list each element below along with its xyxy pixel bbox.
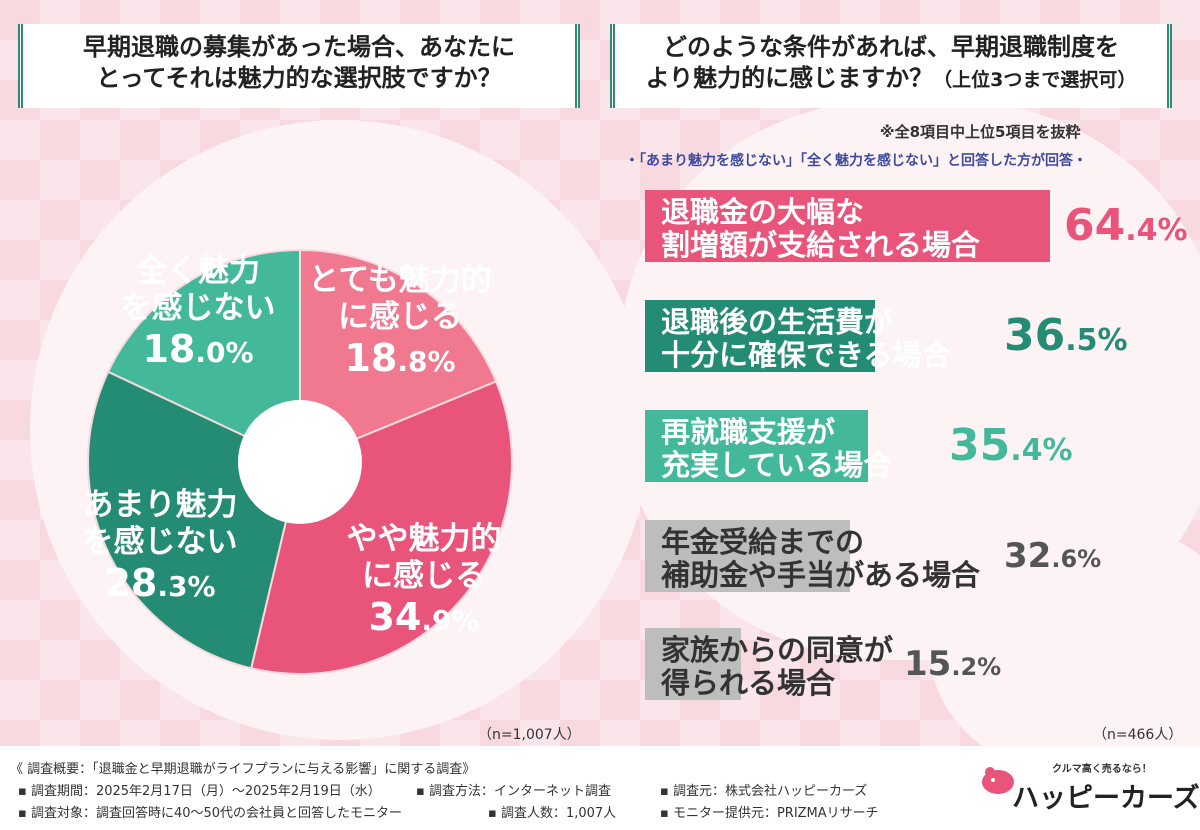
pie-label-name2-2: を感じない xyxy=(82,524,238,561)
logo-name: ハッピーカーズ xyxy=(1012,783,1200,814)
pie-label-value-1: 34.9% xyxy=(368,595,480,640)
pie-chart xyxy=(87,248,513,675)
pie-slice-3 xyxy=(106,248,301,464)
bar-label-1: 退職後の生活費が 十分に確保できる場合 xyxy=(661,305,951,373)
bar-4 xyxy=(645,628,741,700)
pie-label-value-0: 18.8% xyxy=(344,336,456,381)
pie-label-1: やや魅力的 に感じる 34.9% xyxy=(324,521,524,641)
logo-tagline: クルマ高く売るなら！ xyxy=(1052,764,1152,775)
bar-label-line1-2: 再就職支援が xyxy=(661,415,836,449)
footer-target: ▪ 調査対象：調査回答時に40～50代の会社員と回答したモニター xyxy=(18,806,403,821)
bar-label-line2-2: 充実している場合 xyxy=(661,448,893,483)
footer-count: ▪ 調査人数：1,007人 xyxy=(488,806,617,821)
bar-value-1: 36.5% xyxy=(1004,310,1128,361)
footer-method: ▪ 調査方法：インターネット調査 xyxy=(416,784,611,799)
bar-value-0: 64.4% xyxy=(1064,200,1188,251)
footer-provider: ▪ モニター提供元：PRIZMAリサーチ xyxy=(660,806,879,821)
footer-title: 《 調査概要：「退職金と早期退職がライフプランに与える影響」に関する調査》 xyxy=(10,762,476,777)
pie-label-name2-3: を感じない xyxy=(120,290,276,327)
right-question-line2: より魅力的に感じますか？ xyxy=(645,64,934,93)
bar-2 xyxy=(645,410,868,482)
pie-label-name1-0: とても魅力的 xyxy=(308,262,492,298)
pig-logo-icon xyxy=(982,767,1014,794)
pie-label-name2-1: に感じる xyxy=(362,558,486,595)
right-sample-size: （n=466人） xyxy=(1093,727,1183,743)
pie-label-name1-3: 全く魅力 xyxy=(136,253,260,289)
pie-label-name1-2: あまり魅力 xyxy=(82,487,238,523)
footer-period: ▪ 調査期間：2025年2月17日（月）～2025年2月19日（水） xyxy=(18,784,381,799)
pie-slice-0 xyxy=(299,248,498,464)
right-question-line1: どのような条件があれば、早期退職制度を xyxy=(663,33,1119,61)
bar-label-4: 家族からの同意が 得られる場合 xyxy=(661,633,894,701)
bar-value-3: 32.6% xyxy=(1004,536,1102,576)
note-respondents: ・「あまり魅力を感じない」「全く魅力を感じない」と回答した方が回答・ xyxy=(625,153,1087,169)
bar-label-line1-3: 年金受給までの xyxy=(661,525,865,559)
bg-blob-bottom xyxy=(930,520,1200,780)
bar-label-0: 退職金の大幅な 割増額が支給される場合 xyxy=(661,195,981,263)
bar-label-3: 年金受給までの 補助金や手当がある場合 xyxy=(661,525,981,593)
note-top5: ※全8項目中上位5項目を抜粋 xyxy=(880,123,1081,141)
left-question-box: 早期退職の募集があった場合、あなたに とってそれは魅力的な選択肢ですか？ xyxy=(18,24,580,108)
pie-label-0: とても魅力的 に感じる 18.8% xyxy=(300,262,500,382)
bar-0 xyxy=(645,190,1050,262)
right-question-box: どのような条件があれば、早期退職制度を より魅力的に感じますか？（上位3つまで選… xyxy=(610,24,1172,108)
bar-label-line1-1: 退職後の生活費が xyxy=(661,305,894,339)
pie-label-2: あまり魅力 を感じない 28.3% xyxy=(60,487,260,607)
pie-label-name1-1: やや魅力的 xyxy=(346,521,502,557)
bar-3 xyxy=(645,520,850,592)
pie-label-name2-0: に感じる xyxy=(338,299,462,336)
bar-label-line2-0: 割増額が支給される場合 xyxy=(661,228,981,263)
footer-source: ▪ 調査元：株式会社ハッピーカーズ xyxy=(660,784,868,799)
pie-label-value-2: 28.3% xyxy=(104,561,216,606)
bar-1 xyxy=(645,300,875,372)
bar-label-line2-4: 得られる場合 xyxy=(661,666,836,701)
left-question-line2: とってそれは魅力的な選択肢ですか？ xyxy=(96,64,502,93)
bar-value-2: 35.4% xyxy=(949,420,1073,471)
pie-slice-1 xyxy=(249,380,513,675)
pie-label-3: 全く魅力 を感じない 18.0% xyxy=(98,253,298,373)
left-sample-size: （n=1,007人） xyxy=(478,727,581,743)
bar-label-line1-4: 家族からの同意が xyxy=(661,633,894,667)
bar-label-line2-3: 補助金や手当がある場合 xyxy=(661,558,981,593)
right-question-sub: （上位3つまで選択可） xyxy=(933,69,1137,92)
bar-value-4: 15.2% xyxy=(904,644,1002,684)
pie-label-value-3: 18.0% xyxy=(142,327,254,372)
left-question-line1: 早期退職の募集があった場合、あなたに xyxy=(83,33,515,61)
bar-label-2: 再就職支援が 充実している場合 xyxy=(661,415,893,483)
bar-label-line2-1: 十分に確保できる場合 xyxy=(661,338,951,373)
pie-center-hole xyxy=(238,400,362,524)
bar-label-line1-0: 退職金の大幅な xyxy=(661,195,865,229)
